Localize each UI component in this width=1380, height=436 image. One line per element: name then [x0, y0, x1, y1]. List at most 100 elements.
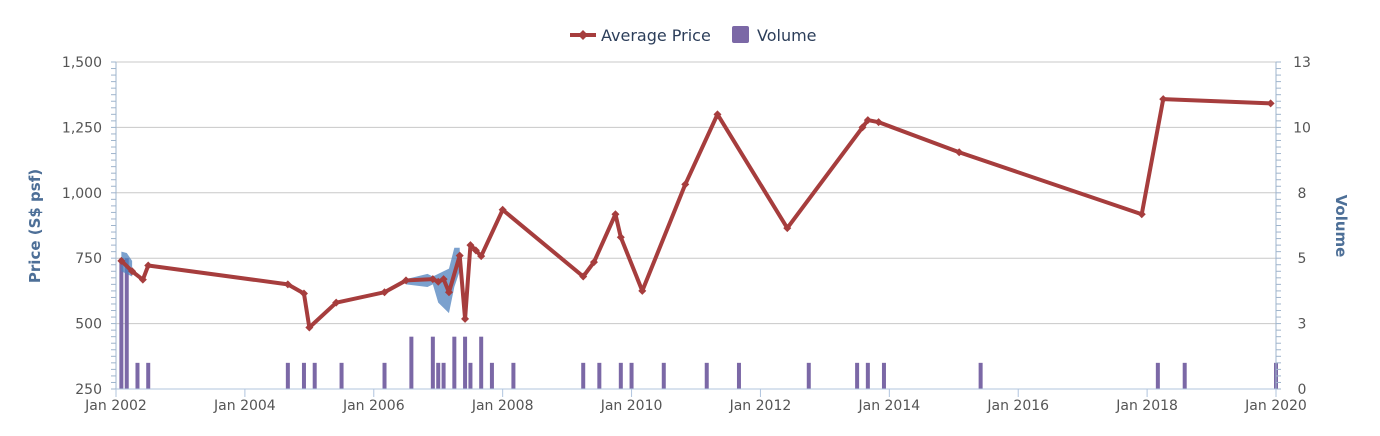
volume-bar[interactable] — [463, 336, 468, 389]
average-price-point[interactable] — [402, 276, 410, 285]
x-tick-label: Jan 2020 — [1244, 398, 1307, 414]
y-left-axis-title: Price (S$ psf) — [26, 169, 44, 283]
volume-bar[interactable] — [301, 362, 306, 389]
y-left-tick-label: 500 — [75, 317, 102, 333]
average-price-point[interactable] — [466, 241, 475, 250]
volume-bar[interactable] — [978, 362, 983, 389]
legend-label: Volume — [757, 26, 817, 45]
volume-bar[interactable] — [597, 362, 602, 389]
volume-series[interactable] — [119, 258, 1278, 389]
legend-diamond-marker — [578, 30, 588, 40]
average-price-point[interactable] — [305, 323, 314, 332]
average-price-point[interactable] — [783, 224, 792, 233]
average-price-point[interactable] — [579, 272, 588, 281]
grid-lines — [116, 61, 1276, 390]
legend-square-marker — [732, 26, 749, 43]
x-tick-label: Jan 2010 — [600, 398, 663, 414]
average-price-point[interactable] — [283, 280, 292, 289]
legend[interactable]: Average Price Volume — [570, 26, 817, 45]
volume-bar[interactable] — [1155, 362, 1160, 389]
average-price-point[interactable] — [1266, 99, 1275, 108]
average-price-line[interactable] — [119, 97, 1271, 330]
y-left-tick-label: 1,250 — [62, 120, 102, 136]
average-price-point[interactable] — [444, 288, 453, 297]
volume-bar[interactable] — [339, 362, 344, 389]
average-price-point[interactable] — [1159, 95, 1168, 104]
volume-bar[interactable] — [618, 362, 623, 389]
volume-bar[interactable] — [436, 362, 441, 389]
average-price-point[interactable] — [455, 251, 464, 260]
average-price-point[interactable] — [955, 148, 964, 157]
legend-item-volume[interactable]: Volume — [732, 26, 817, 45]
y-right-tick-label: 5 — [1298, 251, 1307, 267]
volume-bar[interactable] — [661, 362, 666, 389]
volume-bar[interactable] — [468, 362, 473, 389]
y-right-tick-label: 10 — [1293, 120, 1311, 136]
x-tick-label: Jan 2002 — [84, 398, 147, 414]
y-right-tick-label: 13 — [1293, 55, 1311, 71]
volume-bar[interactable] — [382, 362, 387, 389]
average-price-point[interactable] — [681, 180, 690, 189]
y-left-tick-label: 1,500 — [62, 55, 102, 71]
average-price-point[interactable] — [1137, 210, 1146, 219]
average-price-point[interactable] — [616, 233, 625, 242]
average-price-point[interactable] — [874, 118, 883, 127]
volume-bar[interactable] — [124, 258, 129, 389]
x-tick-label: Jan 2004 — [213, 398, 276, 414]
x-tick-label: Jan 2006 — [342, 398, 405, 414]
volume-bar[interactable] — [1182, 362, 1187, 389]
volume-bar[interactable] — [452, 336, 457, 389]
volume-bar[interactable] — [479, 336, 484, 389]
average-price-point[interactable] — [858, 123, 867, 132]
volume-bar[interactable] — [489, 362, 494, 389]
average-price-point[interactable] — [332, 298, 341, 307]
average-price-point[interactable] — [439, 275, 448, 284]
average-price-point[interactable] — [461, 314, 470, 323]
average-price-point[interactable] — [380, 288, 389, 297]
average-price-point[interactable] — [471, 246, 480, 255]
average-price-point[interactable] — [477, 252, 486, 261]
volume-bar[interactable] — [704, 362, 709, 389]
y-left-tick-label: 750 — [75, 251, 102, 267]
volume-bar[interactable] — [865, 362, 870, 389]
average-price-point[interactable] — [713, 110, 722, 119]
y-left-tick-label: 1,000 — [62, 186, 102, 202]
y-left-tick-label: 250 — [75, 382, 102, 398]
average-price-point[interactable] — [299, 289, 308, 298]
average-price-point[interactable] — [128, 267, 137, 276]
x-tick-label: Jan 2016 — [986, 398, 1049, 414]
volume-bar[interactable] — [430, 336, 435, 389]
x-tick-label: Jan 2012 — [729, 398, 792, 414]
average-price-point[interactable] — [589, 258, 598, 267]
legend-label: Average Price — [601, 26, 711, 45]
volume-bar[interactable] — [629, 362, 634, 389]
volume-bar[interactable] — [285, 362, 290, 389]
volume-bar[interactable] — [881, 362, 886, 389]
average-price-point[interactable] — [144, 261, 153, 270]
y-right-axis-title: Volume — [1332, 195, 1350, 258]
volume-bar[interactable] — [581, 362, 586, 389]
volume-bar[interactable] — [511, 362, 516, 389]
x-tick-label: Jan 2014 — [857, 398, 920, 414]
volume-bar[interactable] — [409, 336, 414, 389]
average-price-series[interactable] — [117, 95, 1275, 332]
volume-bar[interactable] — [146, 362, 151, 389]
volume-bar[interactable] — [441, 362, 446, 389]
average-price-point[interactable] — [138, 275, 147, 284]
average-price-point[interactable] — [498, 205, 507, 214]
average-price-point[interactable] — [611, 210, 620, 219]
volume-bar[interactable] — [806, 362, 811, 389]
x-tick-label: Jan 2008 — [471, 398, 534, 414]
axes: 250 500 750 1,000 1,250 1,500 0 3 5 8 10 13 Jan 2002… — [26, 55, 1350, 414]
volume-bar[interactable] — [312, 362, 317, 389]
average-price-point[interactable] — [638, 286, 647, 295]
volume-bar[interactable] — [119, 258, 124, 389]
legend-item-average-price[interactable]: Average Price — [570, 26, 711, 45]
y-right-tick-label: 8 — [1298, 186, 1307, 202]
volume-bar[interactable] — [736, 362, 741, 389]
average-price-point[interactable] — [117, 256, 126, 265]
volume-bar[interactable] — [135, 362, 140, 389]
average-price-point[interactable] — [863, 116, 872, 125]
x-tick-label: Jan 2018 — [1115, 398, 1178, 414]
volume-bar[interactable] — [855, 362, 860, 389]
